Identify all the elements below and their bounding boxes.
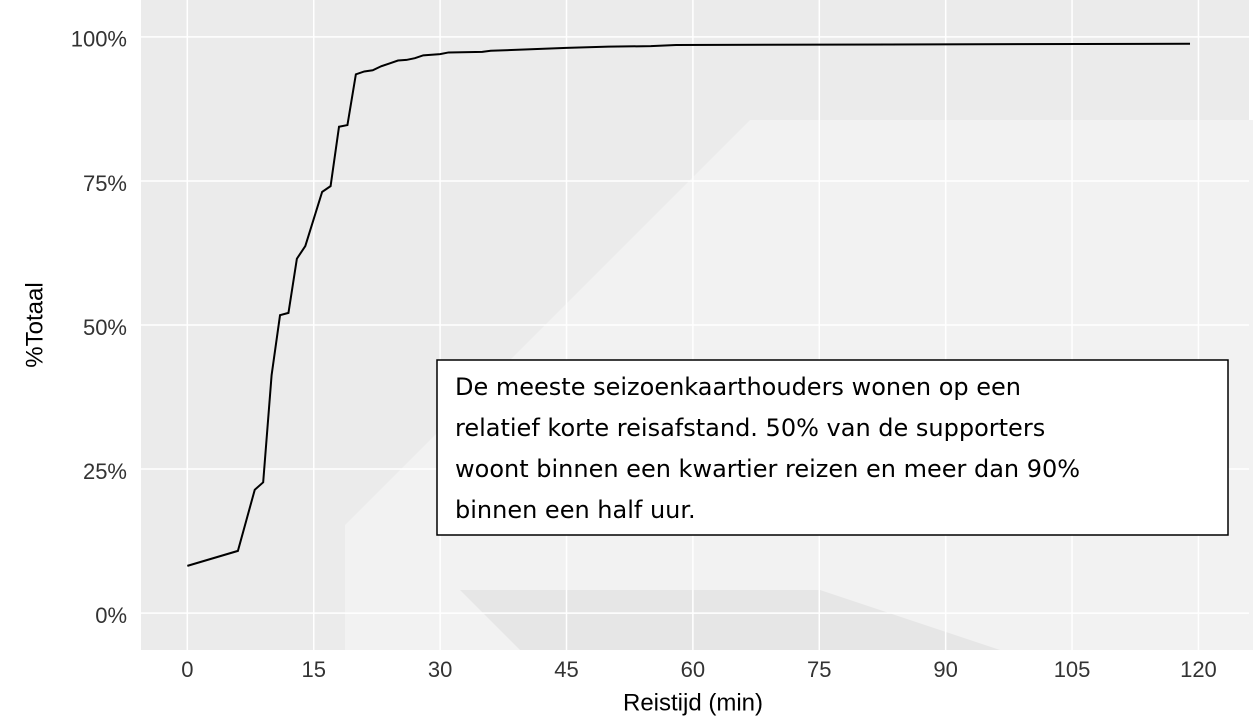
x-tick-label: 105 bbox=[1054, 657, 1091, 682]
y-axis-title: %Totaal bbox=[21, 282, 48, 367]
annotation-box bbox=[436, 359, 1229, 536]
y-tick-label: 50% bbox=[83, 315, 127, 340]
x-tick-label: 75 bbox=[807, 657, 831, 682]
panel bbox=[141, 0, 1253, 650]
x-axis-title: Reistijd (min) bbox=[623, 689, 763, 716]
x-tick-label: 90 bbox=[933, 657, 957, 682]
x-tick-label: 60 bbox=[681, 657, 705, 682]
x-tick-label: 0 bbox=[181, 657, 193, 682]
annotation-text: binnen een half uur. bbox=[455, 496, 696, 524]
x-tick-label: 120 bbox=[1180, 657, 1217, 682]
x-tick-label: 15 bbox=[301, 657, 325, 682]
annotation-text: relatief korte reisafstand. 50% van de s… bbox=[455, 414, 1045, 442]
y-tick-label: 25% bbox=[83, 459, 127, 484]
y-tick-label: 100% bbox=[71, 27, 127, 52]
y-tick-label: 75% bbox=[83, 171, 127, 196]
line bbox=[187, 42, 1191, 567]
annotation-text: De meeste seizoenkaarthouders wonen op e… bbox=[455, 373, 1021, 401]
x-tick-label: 45 bbox=[554, 657, 578, 682]
x-tick-label: 30 bbox=[428, 657, 452, 682]
y-tick-label: 0% bbox=[95, 603, 127, 628]
watermark bbox=[460, 590, 1000, 650]
annotation-text: woont binnen een kwartier reizen en meer… bbox=[455, 455, 1080, 483]
